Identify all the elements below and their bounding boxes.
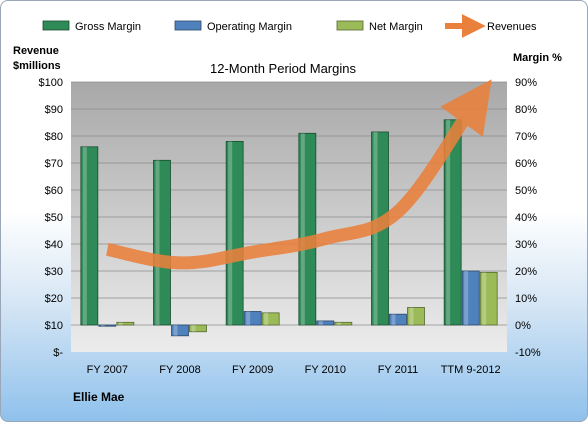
- right-tick-label: -10%: [515, 347, 541, 359]
- right-tick-label: 90%: [515, 77, 537, 89]
- right-tick-label: 80%: [515, 104, 537, 116]
- left-tick-label: $100: [39, 77, 63, 89]
- bar-highlight: [318, 320, 323, 325]
- category-label: FY 2010: [305, 364, 346, 376]
- chart-title: 12-Month Period Margins: [210, 61, 356, 76]
- bar-net-margin: [334, 321, 353, 326]
- left-tick-label: $30: [45, 266, 63, 278]
- bar-net-margin: [407, 307, 425, 326]
- bar-highlight: [464, 271, 469, 325]
- bar-highlight: [228, 141, 233, 325]
- right-tick-label: 30%: [515, 239, 537, 251]
- bar-operating-margin: [171, 324, 189, 337]
- right-tick-label: 60%: [515, 158, 537, 170]
- bar-highlight: [82, 146, 87, 325]
- legend-label: Operating Margin: [207, 21, 292, 33]
- bar-operating-margin: [98, 324, 117, 327]
- bar-highlight: [482, 272, 487, 325]
- bar-highlight: [100, 325, 105, 327]
- legend-label: Revenues: [487, 21, 537, 33]
- left-tick-label: $90: [45, 104, 63, 116]
- legend-swatch-gross-margin: [42, 20, 70, 31]
- category-label: FY 2008: [159, 364, 200, 376]
- bar-operating-margin: [389, 313, 407, 326]
- right-tick-label: 40%: [515, 212, 537, 224]
- left-tick-label: $50: [45, 212, 63, 224]
- bar-gross-margin: [298, 132, 317, 326]
- right-tick-label: 70%: [515, 131, 537, 143]
- bar-gross-margin: [153, 159, 171, 326]
- bar-highlight: [446, 119, 451, 325]
- bar-net-margin: [189, 324, 207, 333]
- bar-net-margin: [116, 321, 135, 326]
- right-axis-label: Margin %: [513, 52, 562, 64]
- bar-highlight: [336, 322, 341, 325]
- category-label: FY 2011: [378, 364, 419, 376]
- category-label: FY 2007: [87, 364, 128, 376]
- bar-net-margin: [261, 312, 280, 326]
- company-name: Ellie Mae: [73, 390, 125, 404]
- right-tick-label: 0%: [515, 320, 531, 332]
- left-tick-label: $60: [45, 185, 63, 197]
- bar-highlight: [391, 314, 396, 325]
- bar-operating-margin: [316, 320, 335, 326]
- bar-highlight: [264, 312, 269, 325]
- bar-highlight: [409, 307, 414, 325]
- bar-net-margin: [479, 271, 498, 326]
- left-tick-label: $20: [45, 293, 63, 305]
- bar-gross-margin: [225, 140, 244, 326]
- right-tick-label: 50%: [515, 185, 537, 197]
- left-tick-label: $80: [45, 131, 63, 143]
- bar-gross-margin: [80, 146, 99, 326]
- category-label: TTM 9-2012: [441, 364, 501, 376]
- bar-highlight: [191, 325, 196, 332]
- left-tick-label: $-: [53, 347, 63, 359]
- left-tick-label: $70: [45, 158, 63, 170]
- revenues-line: [106, 79, 492, 270]
- legend-label: Gross Margin: [75, 21, 141, 33]
- bar-operating-margin: [243, 311, 262, 326]
- left-tick-label: $40: [45, 239, 63, 251]
- legend-swatch-operating-margin: [174, 20, 202, 31]
- bar-highlight: [300, 133, 305, 325]
- left-axis-label-line2: $millions: [13, 60, 61, 72]
- legend-label: Net Margin: [369, 21, 423, 33]
- right-tick-label: 20%: [515, 266, 537, 278]
- bar-highlight: [155, 160, 160, 325]
- bar-operating-margin: [461, 270, 480, 326]
- left-axis-label-line1: Revenue: [13, 45, 59, 57]
- bar-highlight: [246, 311, 251, 325]
- category-label: FY 2009: [232, 364, 273, 376]
- bar-highlight: [173, 325, 178, 336]
- bar-highlight: [118, 322, 123, 325]
- left-tick-label: $10: [45, 320, 63, 332]
- right-tick-label: 10%: [515, 293, 537, 305]
- legend-swatch-net-margin: [336, 20, 364, 31]
